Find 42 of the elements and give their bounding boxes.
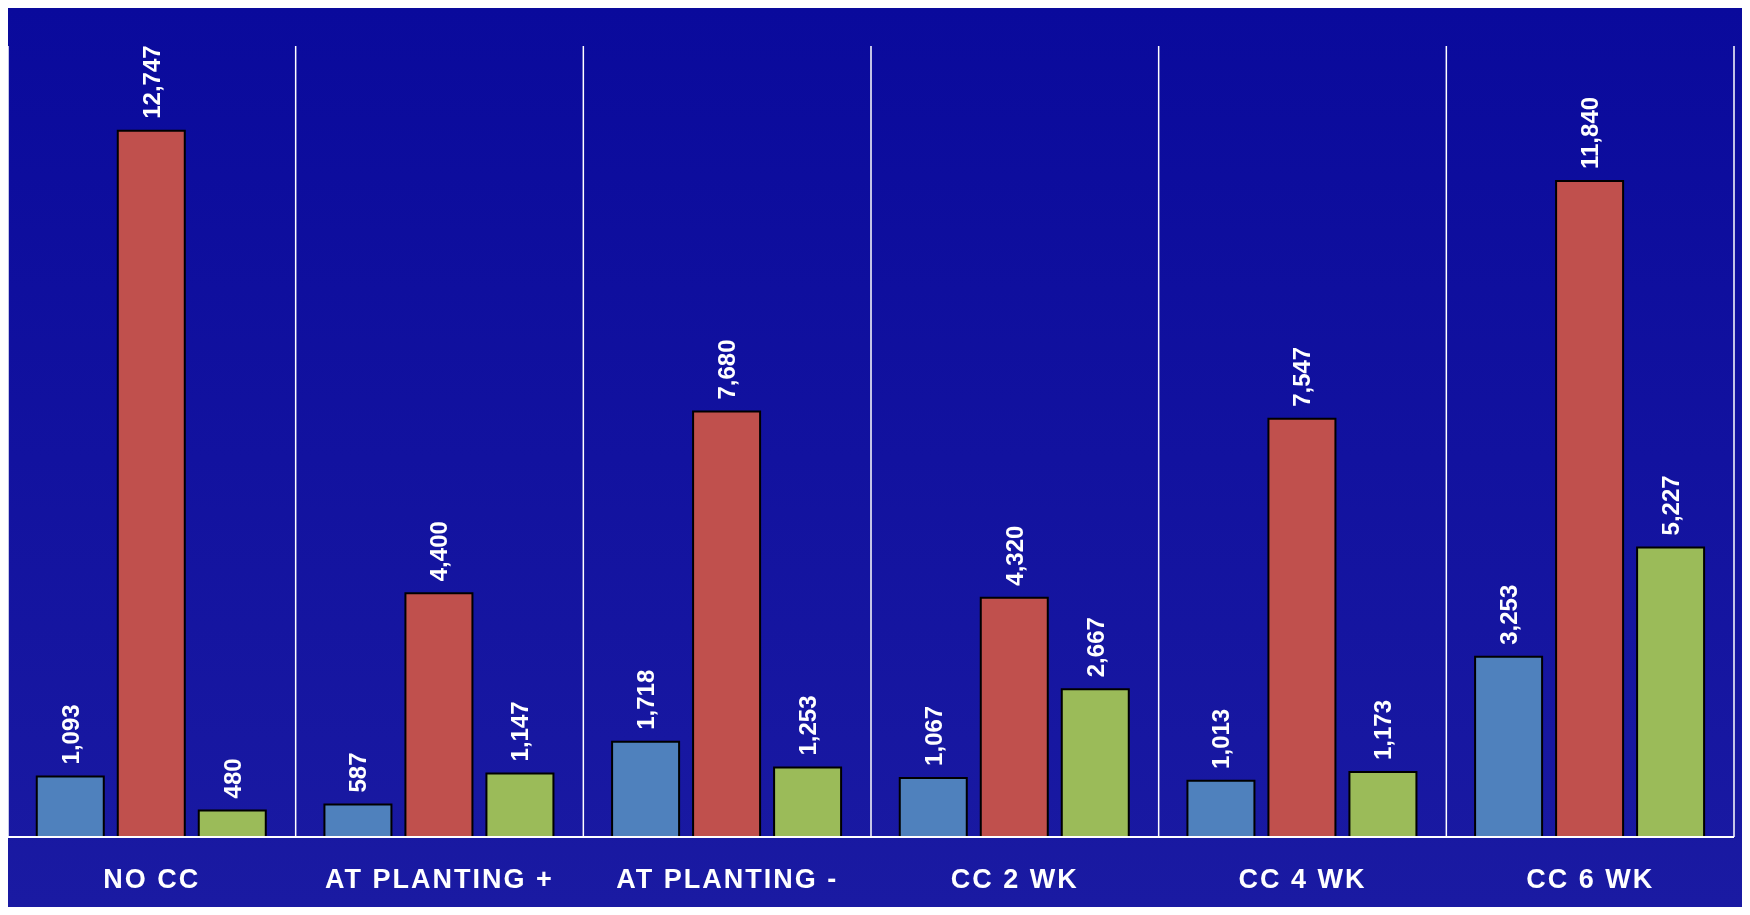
x-tick-label: NO CC	[103, 864, 201, 895]
bar	[773, 766, 843, 838]
bar	[197, 809, 267, 838]
data-label: 480	[218, 758, 246, 799]
data-label: 1,718	[632, 669, 660, 730]
data-label: 1,093	[56, 704, 84, 765]
data-label: 4,400	[425, 521, 453, 582]
data-label: 1,147	[506, 701, 534, 762]
data-label: 587	[344, 752, 372, 793]
x-tick-label: CC 2 WK	[950, 864, 1079, 895]
data-label: 5,227	[1657, 475, 1685, 536]
bar	[404, 592, 474, 838]
x-tick-label: CC 4 WK	[1238, 864, 1367, 895]
data-label: 7,680	[713, 339, 741, 400]
x-tick-label: CC 6 WK	[1526, 864, 1655, 895]
bar	[898, 776, 968, 838]
bar	[1555, 180, 1625, 838]
bar	[692, 410, 762, 838]
data-label: 1,013	[1207, 708, 1235, 769]
x-tick-label: AT PLANTING +	[325, 864, 554, 895]
bar	[1267, 417, 1337, 838]
data-label: 7,547	[1288, 346, 1316, 407]
bar	[1186, 779, 1256, 838]
data-label: 11,840	[1576, 96, 1604, 169]
data-label: 2,667	[1081, 617, 1109, 678]
data-label: 1,173	[1369, 699, 1397, 761]
bar	[35, 775, 105, 838]
bar	[485, 772, 555, 838]
data-label: 12,747	[137, 45, 165, 119]
bar	[1348, 771, 1418, 838]
x-tick-label: AT PLANTING -	[616, 864, 839, 895]
bar	[1474, 655, 1544, 838]
data-label: 4,320	[1000, 525, 1028, 586]
bar	[1636, 546, 1706, 838]
bar	[323, 803, 393, 838]
data-label: 3,253	[1495, 584, 1523, 645]
bar	[611, 740, 681, 838]
bar	[979, 596, 1049, 838]
bar	[116, 129, 186, 838]
data-label: 1,067	[919, 705, 947, 766]
data-label: 1,253	[794, 695, 822, 756]
bar	[1060, 688, 1130, 838]
